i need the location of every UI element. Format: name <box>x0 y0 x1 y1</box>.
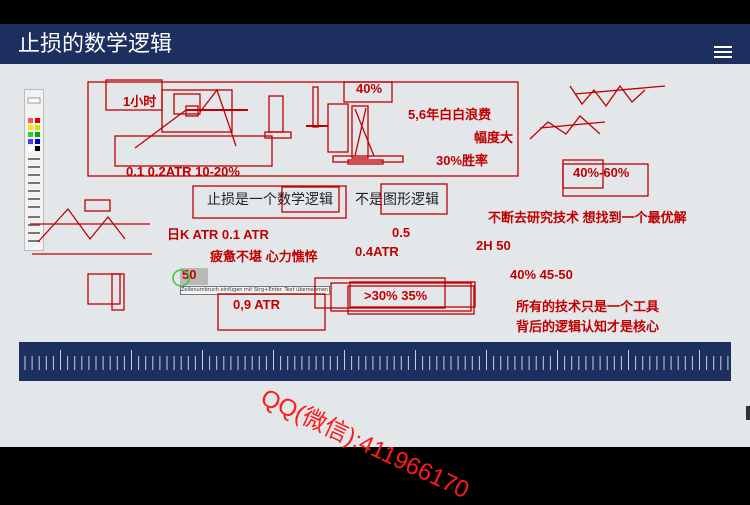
annotation-tool-1: 所有的技术只是一个工具 <box>516 299 660 314</box>
annotation-04atr: 0.4ATR <box>355 244 399 259</box>
scroll-handle[interactable] <box>746 406 750 420</box>
pen-tool-palette-icon[interactable] <box>25 90 43 250</box>
title-bar: 止损的数学逻辑 <box>0 24 750 64</box>
slide-canvas[interactable]: 止损是一个数学逻辑 不是图形逻辑 1小时 40% 5,6年白白浪费 幅度大 30… <box>0 64 750 504</box>
annotation-amplitude: 幅度大 <box>474 130 514 145</box>
annotation-one-hour: 1小时 <box>123 94 157 109</box>
pen-toolbar[interactable] <box>24 89 44 251</box>
annotation-09-atr: 0,9 ATR <box>233 297 280 312</box>
annotation-40-45: 40% 45-50 <box>510 267 573 282</box>
annotation-40-60: 40%-60% <box>573 165 630 180</box>
timeline-ruler[interactable] <box>19 342 731 381</box>
ruler-ticks <box>24 350 729 370</box>
annotation-tool-2: 背后的逻辑认知才是核心 <box>516 319 660 334</box>
menu-icon[interactable] <box>714 46 732 58</box>
statement-not-graphic: 不是图形逻辑 <box>355 192 439 208</box>
annotation-atr-range: 0.1 0.2ATR 10-20% <box>126 164 240 179</box>
annotation-years: 5,6年白白浪费 <box>408 107 492 122</box>
annotation-40: 40% <box>356 81 383 96</box>
annotation-daily-atr: 日K ATR 0.1 ATR <box>167 227 269 242</box>
annotation-2h: 2H 50 <box>476 238 511 253</box>
statement-math-logic: 止损是一个数学逻辑 <box>207 192 333 208</box>
annotation-tired: 疲惫不堪 心力憔悴 <box>210 249 318 264</box>
slide-title: 止损的数学逻辑 <box>18 32 173 57</box>
pen-drawings <box>30 79 666 331</box>
annotation-percent: >30% 35% <box>364 288 428 303</box>
annotation-research: 不断去研究技术 想找到一个最优解 <box>488 210 687 225</box>
annotation-win-rate: 30%胜率 <box>436 153 489 168</box>
annotation-05: 0.5 <box>392 225 411 240</box>
